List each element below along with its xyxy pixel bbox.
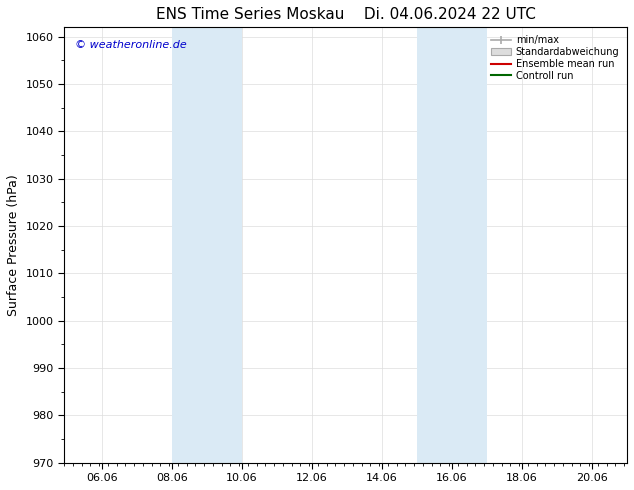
Bar (172, 27, 242, 463)
Y-axis label: Surface Pressure (hPa): Surface Pressure (hPa) (7, 174, 20, 316)
Text: © weatheronline.de: © weatheronline.de (75, 40, 187, 50)
Title: ENS Time Series Moskau    Di. 04.06.2024 22 UTC: ENS Time Series Moskau Di. 04.06.2024 22… (155, 7, 536, 22)
Legend: min/max, Standardabweichung, Ensemble mean run, Controll run: min/max, Standardabweichung, Ensemble me… (488, 32, 622, 84)
Bar (417, 27, 487, 463)
